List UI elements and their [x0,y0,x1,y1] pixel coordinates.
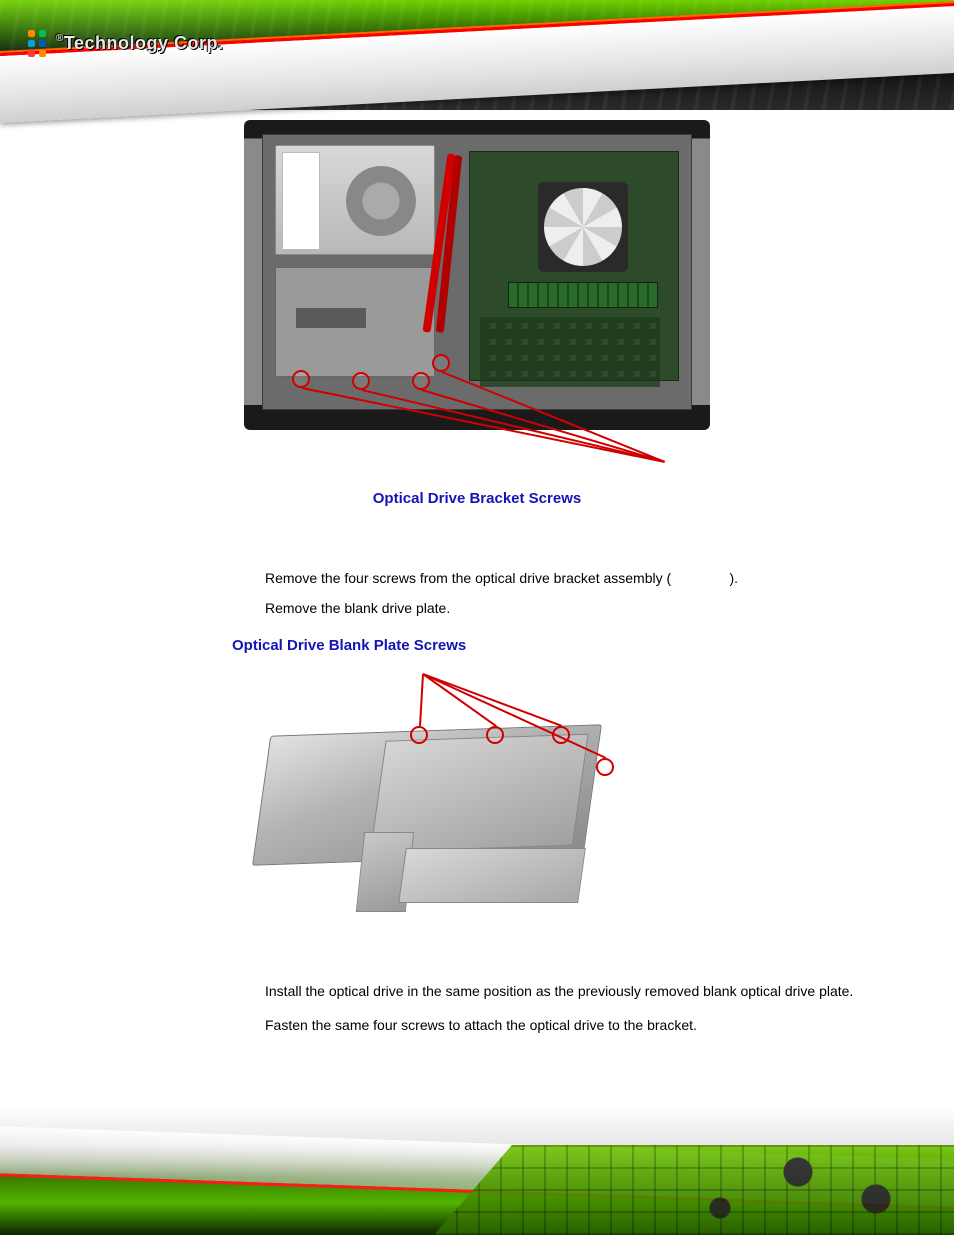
page-header: ®Technology Corp. [0,0,954,110]
brand-name-text: Technology Corp. [64,33,224,53]
optical-bracket-slot [275,267,435,377]
callout-line [423,673,563,727]
callout-line [422,673,496,727]
logo-mark-icon [28,30,46,57]
hard-drive-icon [275,145,435,255]
ram-module-icon [508,282,658,308]
step2-text: Remove the four screws from the optical … [265,562,864,596]
screw-callout-icon [596,758,614,776]
screw-callout-icon [352,372,370,390]
figure2-caption: Optical Drive Blank Plate Screws [232,637,954,654]
optical-drive-bracket-icon [252,724,602,866]
blank-plate-icon [398,848,586,903]
step3-text: Install the optical drive in the same po… [265,975,864,1042]
callout-line [419,674,424,726]
screw-callout-icon [292,370,310,388]
step2-part1: Remove the four screws from the optical … [265,570,671,586]
registered-symbol: ® [56,33,64,44]
figure1-caption: Optical Drive Bracket Screws [0,490,954,507]
cpu-fan-icon [538,182,628,272]
motherboard-icon [469,151,679,381]
figure1-caption-text: Optical Drive Bracket Screws [373,490,581,507]
page-footer [0,1105,954,1235]
figure2-caption-text: Optical Drive Blank Plate Screws [232,637,466,654]
brand-logo: ®Technology Corp. [28,30,224,57]
brand-name: ®Technology Corp. [56,33,224,54]
chipset-icon [480,317,660,387]
chassis-interior [262,134,692,410]
footer-circuit-board-icon [434,1145,954,1235]
figure-ref-placeholder [671,570,729,586]
step2-part2: ). [730,570,739,586]
figure-blank-plate-screws [232,660,632,925]
screw-callout-icon [432,354,450,372]
figure-bracket-screws [244,120,710,430]
page-content: Optical Drive Bracket Screws Remove the … [0,120,954,1042]
step2-line2: Remove the blank drive plate. [265,592,864,626]
screw-callout-icon [412,372,430,390]
